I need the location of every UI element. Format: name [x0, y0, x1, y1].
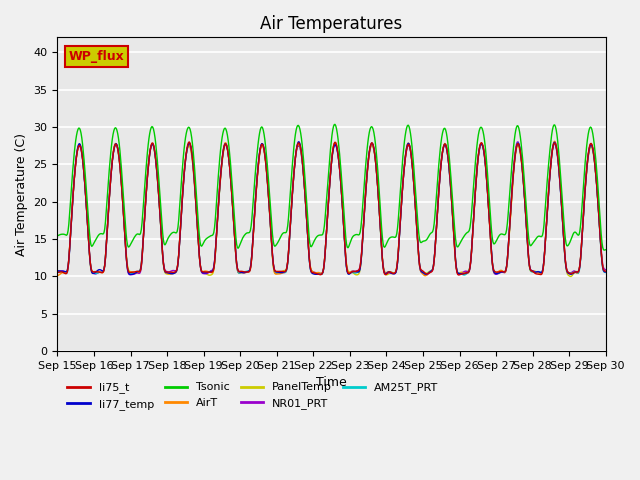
- Tsonic: [600, 247, 608, 253]
- li75_t: [415, 256, 423, 262]
- Tsonic: [399, 154, 407, 159]
- li75_t: [175, 241, 183, 247]
- AM25T_PRT: [414, 245, 422, 251]
- AirT: [120, 216, 127, 222]
- Line: li77_temp: li77_temp: [58, 142, 605, 275]
- Tsonic: [205, 234, 212, 240]
- li77_temp: [63, 267, 71, 273]
- NR01_PRT: [54, 268, 61, 274]
- li75_t: [399, 180, 407, 186]
- Tsonic: [415, 232, 423, 238]
- Line: NR01_PRT: NR01_PRT: [58, 142, 605, 275]
- PanelTemp: [602, 269, 609, 275]
- AM25T_PRT: [602, 270, 609, 276]
- Tsonic: [63, 231, 71, 237]
- NR01_PRT: [514, 139, 522, 145]
- li77_temp: [177, 230, 184, 236]
- AirT: [205, 269, 212, 275]
- AirT: [414, 246, 422, 252]
- AirT: [421, 273, 429, 278]
- PanelTemp: [205, 272, 212, 278]
- Line: PanelTemp: PanelTemp: [58, 142, 605, 276]
- AM25T_PRT: [398, 191, 406, 196]
- PanelTemp: [63, 268, 71, 274]
- PanelTemp: [551, 139, 559, 144]
- NR01_PRT: [602, 267, 609, 273]
- li77_temp: [205, 269, 213, 275]
- AirT: [63, 268, 71, 274]
- li77_temp: [400, 171, 408, 177]
- AM25T_PRT: [205, 269, 212, 275]
- AM25T_PRT: [460, 272, 468, 278]
- Line: AirT: AirT: [58, 141, 605, 276]
- li75_t: [120, 215, 127, 221]
- Tsonic: [331, 121, 339, 127]
- PanelTemp: [567, 274, 575, 279]
- AM25T_PRT: [120, 215, 127, 221]
- Tsonic: [54, 233, 61, 239]
- li77_temp: [120, 215, 127, 220]
- li77_temp: [54, 268, 61, 274]
- Title: Air Temperatures: Air Temperatures: [260, 15, 403, 33]
- AirT: [602, 269, 609, 275]
- AirT: [398, 190, 406, 196]
- li77_temp: [294, 139, 302, 144]
- AirT: [551, 138, 559, 144]
- li77_temp: [127, 272, 134, 277]
- Text: WP_flux: WP_flux: [68, 50, 124, 63]
- Line: Tsonic: Tsonic: [58, 124, 605, 250]
- Tsonic: [120, 198, 127, 204]
- li77_temp: [416, 263, 424, 268]
- Line: li75_t: li75_t: [58, 142, 605, 275]
- AM25T_PRT: [514, 140, 522, 146]
- Tsonic: [602, 247, 609, 252]
- li75_t: [205, 269, 213, 275]
- NR01_PRT: [422, 272, 429, 278]
- PanelTemp: [120, 213, 127, 218]
- PanelTemp: [398, 190, 406, 196]
- Tsonic: [175, 207, 183, 213]
- PanelTemp: [414, 247, 422, 253]
- li75_t: [54, 270, 61, 276]
- NR01_PRT: [63, 269, 71, 275]
- li75_t: [63, 269, 71, 275]
- Y-axis label: Air Temperature (C): Air Temperature (C): [15, 132, 28, 255]
- NR01_PRT: [175, 243, 183, 249]
- Line: AM25T_PRT: AM25T_PRT: [58, 143, 605, 275]
- NR01_PRT: [120, 215, 127, 221]
- AirT: [54, 273, 61, 278]
- AM25T_PRT: [175, 242, 183, 248]
- NR01_PRT: [414, 247, 422, 252]
- li75_t: [602, 268, 609, 274]
- NR01_PRT: [205, 270, 212, 276]
- PanelTemp: [175, 242, 183, 248]
- PanelTemp: [54, 269, 61, 275]
- li75_t: [454, 272, 462, 278]
- li75_t: [186, 139, 193, 145]
- AM25T_PRT: [63, 269, 71, 275]
- li77_temp: [602, 269, 609, 275]
- AirT: [175, 242, 183, 248]
- Legend: li75_t, li77_temp, Tsonic, AirT, PanelTemp, NR01_PRT, AM25T_PRT: li75_t, li77_temp, Tsonic, AirT, PanelTe…: [63, 378, 443, 414]
- NR01_PRT: [398, 191, 406, 197]
- AM25T_PRT: [54, 269, 61, 275]
- X-axis label: Time: Time: [316, 376, 347, 389]
